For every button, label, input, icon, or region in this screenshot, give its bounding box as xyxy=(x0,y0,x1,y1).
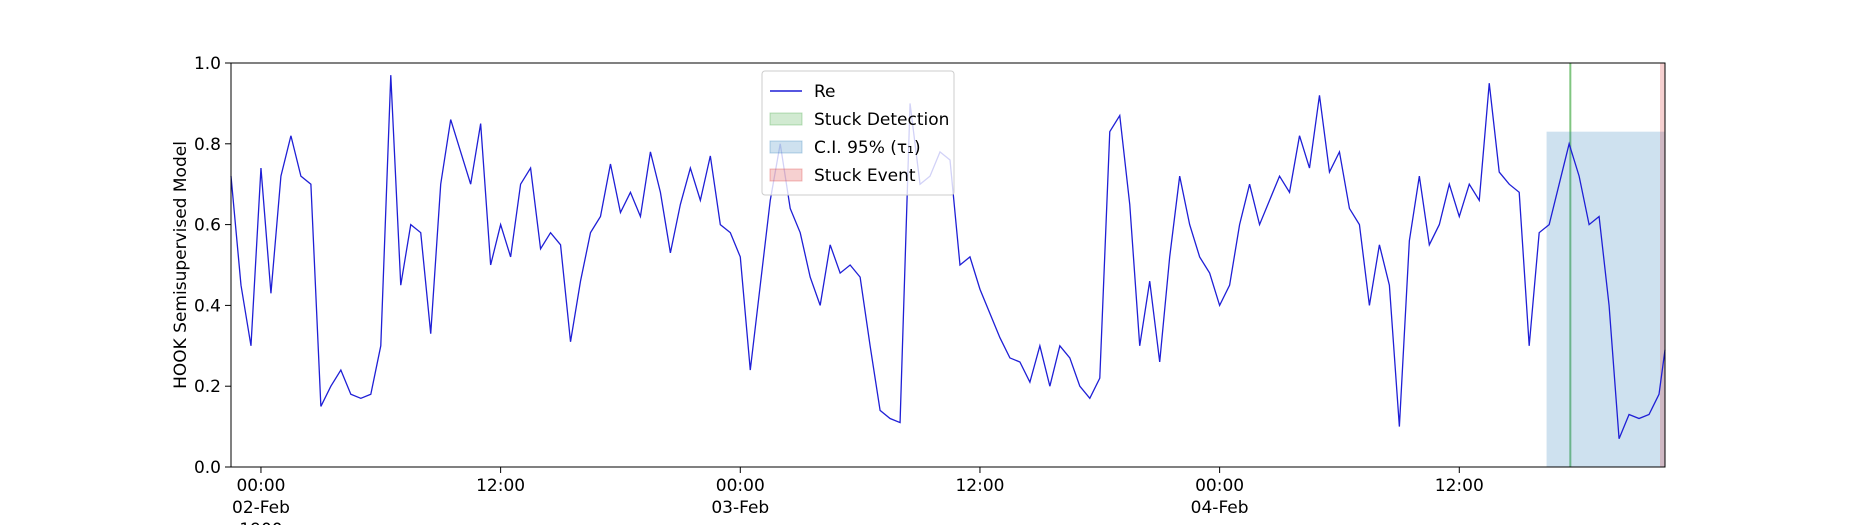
y-tick-label: 0.8 xyxy=(194,135,221,155)
legend-label: Re xyxy=(814,82,836,102)
legend-label: Stuck Event xyxy=(814,166,916,186)
x-tick-label: 12:00 xyxy=(476,476,525,496)
y-tick-label: 0.0 xyxy=(194,458,221,478)
legend-label: C.I. 95% (τ₁) xyxy=(814,138,921,158)
y-tick-label: 0.4 xyxy=(194,296,221,316)
legend-label: Stuck Detection xyxy=(814,110,949,130)
legend-swatch xyxy=(769,168,803,182)
region xyxy=(1660,63,1665,467)
x-tick-label: 12:00 xyxy=(1435,476,1484,496)
y-tick-label: 1.0 xyxy=(194,54,221,74)
y-tick-label: 0.2 xyxy=(194,377,221,397)
legend-swatch xyxy=(769,140,803,154)
x-tick-label: 00:00 03-Feb xyxy=(711,476,769,518)
x-tick-label: 12:00 xyxy=(955,476,1004,496)
plot-frame xyxy=(230,62,1666,468)
region xyxy=(1546,131,1665,467)
legend-swatch xyxy=(769,112,803,126)
y-tick-label: 0.6 xyxy=(194,216,221,236)
y-axis-label: HOOK Semisupervised Model xyxy=(171,141,191,389)
legend-box xyxy=(761,70,955,196)
x-tick-label: 00:00 04-Feb xyxy=(1191,476,1249,518)
